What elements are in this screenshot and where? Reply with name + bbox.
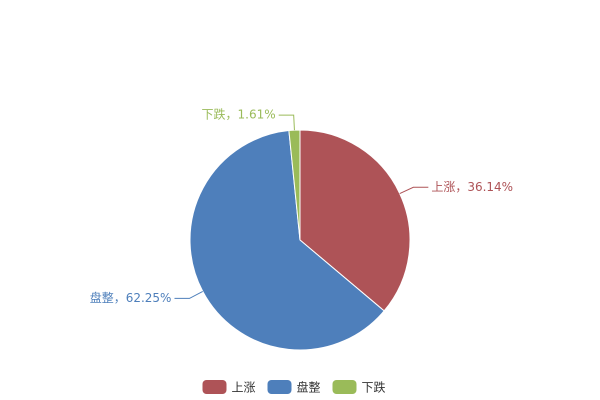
legend-label: 上涨 [232,380,256,395]
pie-slice [299,129,411,312]
legend-swatch [332,380,357,394]
legend-swatch [267,380,292,394]
legend-label: 下跌 [362,380,386,395]
data-label: 盘整，62.25% [90,290,172,305]
data-label: 下跌，1.61% [202,107,276,122]
legend-label: 盘整 [297,380,321,395]
leader-line [174,290,203,299]
leader-line [278,114,295,131]
legend-swatch [202,380,227,394]
data-label: 上涨，36.14% [431,179,513,194]
leader-line [399,186,429,195]
